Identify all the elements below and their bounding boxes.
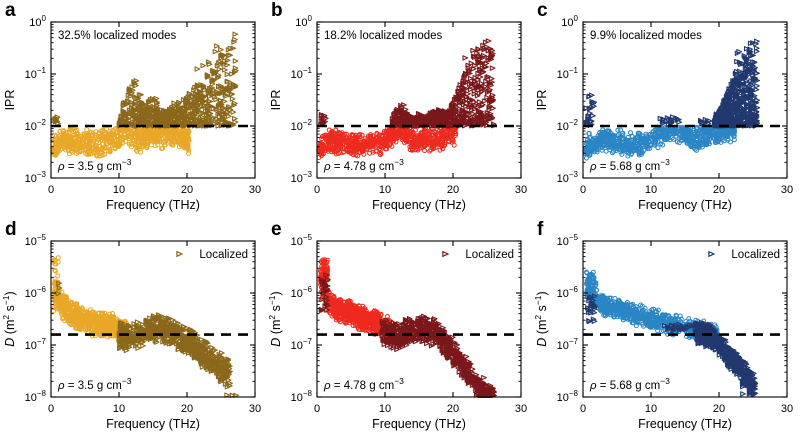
svg-text:ρ = 4.78 g cm−3: ρ = 4.78 g cm−3 xyxy=(323,376,404,392)
svg-text:30: 30 xyxy=(515,403,527,415)
svg-text:10−2: 10−2 xyxy=(557,118,579,133)
svg-text:Frequency (THz): Frequency (THz) xyxy=(638,417,732,431)
svg-text:10−2: 10−2 xyxy=(25,118,47,133)
svg-text:10−7: 10−7 xyxy=(557,337,579,352)
panel-letter-a: a xyxy=(5,0,16,21)
svg-text:10: 10 xyxy=(113,403,125,415)
panel-letter-e: e xyxy=(271,219,282,240)
svg-text:100: 100 xyxy=(29,14,46,29)
svg-text:Localized: Localized xyxy=(465,249,514,261)
panel-d: d 0 10 20 30 10−8 10−7 10−6 10−5 Frequency (THz)… xyxy=(0,219,267,439)
svg-text:20: 20 xyxy=(181,403,193,415)
svg-text:30: 30 xyxy=(249,403,261,415)
svg-text:0: 0 xyxy=(580,403,586,415)
chart-d-diffusivity: 0 10 20 30 10−8 10−7 10−6 10−5 Frequency (THz) D … xyxy=(1,233,261,431)
svg-text:0: 0 xyxy=(314,184,320,196)
svg-text:D (m2 s−1): D (m2 s−1) xyxy=(533,291,549,346)
svg-text:10−1: 10−1 xyxy=(291,66,313,81)
svg-text:18.2% localized modes: 18.2% localized modes xyxy=(324,30,443,42)
svg-text:20: 20 xyxy=(447,184,459,196)
chart-e-diffusivity: 0 10 20 30 10−8 10−7 10−6 10−5 Frequency (THz) D … xyxy=(267,233,527,431)
svg-text:ρ = 5.68 g cm−3: ρ = 5.68 g cm−3 xyxy=(589,157,670,173)
svg-text:10−6: 10−6 xyxy=(557,285,579,300)
svg-text:10−2: 10−2 xyxy=(291,118,313,133)
svg-text:D (m2 s−1): D (m2 s−1) xyxy=(1,291,17,346)
svg-text:10−7: 10−7 xyxy=(25,337,47,352)
svg-text:10−3: 10−3 xyxy=(25,170,47,185)
svg-text:10: 10 xyxy=(645,403,657,415)
chart-c-ipr: 0 10 20 30 10−3 10−2 10−1 100 Frequency (THz) IPR… xyxy=(535,14,793,212)
svg-text:10−8: 10−8 xyxy=(557,389,579,404)
svg-text:30: 30 xyxy=(781,184,793,196)
svg-text:30: 30 xyxy=(781,403,793,415)
svg-text:100: 100 xyxy=(295,14,312,29)
panel-b: b 0 10 20 30 10−3 10−2 10−1 100 Frequency (THz) I… xyxy=(266,0,533,220)
svg-text:10−6: 10−6 xyxy=(25,285,47,300)
svg-text:10−1: 10−1 xyxy=(25,66,47,81)
svg-text:Frequency (THz): Frequency (THz) xyxy=(372,417,466,431)
panel-letter-b: b xyxy=(271,0,283,21)
svg-text:ρ = 3.5 g cm−3: ρ = 3.5 g cm−3 xyxy=(57,376,132,392)
svg-text:0: 0 xyxy=(314,403,320,415)
svg-text:30: 30 xyxy=(249,184,261,196)
svg-text:Localized: Localized xyxy=(199,249,248,261)
svg-text:20: 20 xyxy=(447,403,459,415)
svg-text:20: 20 xyxy=(713,184,725,196)
svg-text:10−7: 10−7 xyxy=(291,337,313,352)
svg-text:IPR: IPR xyxy=(269,90,283,111)
svg-text:10: 10 xyxy=(379,184,391,196)
svg-text:10: 10 xyxy=(645,184,657,196)
svg-text:10−5: 10−5 xyxy=(25,233,47,248)
svg-text:9.9% localized modes: 9.9% localized modes xyxy=(590,30,702,42)
svg-text:10: 10 xyxy=(113,184,125,196)
svg-text:ρ = 5.68 g cm−3: ρ = 5.68 g cm−3 xyxy=(589,376,670,392)
svg-text:IPR: IPR xyxy=(3,90,17,111)
svg-text:Frequency (THz): Frequency (THz) xyxy=(106,417,200,431)
svg-text:100: 100 xyxy=(561,14,578,29)
svg-text:10−8: 10−8 xyxy=(25,389,47,404)
panel-e: e 0 10 20 30 10−8 10−7 10−6 10−5 Frequency (THz)… xyxy=(266,219,533,439)
svg-text:10−5: 10−5 xyxy=(291,233,313,248)
svg-text:32.5% localized modes: 32.5% localized modes xyxy=(58,30,177,42)
svg-text:0: 0 xyxy=(48,403,54,415)
chart-f-diffusivity: 0 10 20 30 10−8 10−7 10−6 10−5 Frequency (THz) D … xyxy=(533,233,793,431)
svg-text:30: 30 xyxy=(515,184,527,196)
svg-text:10−1: 10−1 xyxy=(557,66,579,81)
svg-text:ρ = 3.5 g cm−3: ρ = 3.5 g cm−3 xyxy=(57,157,132,173)
svg-text:Frequency (THz): Frequency (THz) xyxy=(106,198,200,212)
svg-text:10: 10 xyxy=(379,403,391,415)
panel-letter-c: c xyxy=(537,0,548,21)
svg-text:0: 0 xyxy=(48,184,54,196)
svg-text:10−3: 10−3 xyxy=(291,170,313,185)
svg-text:10−5: 10−5 xyxy=(557,233,579,248)
svg-text:D (m2 s−1): D (m2 s−1) xyxy=(267,291,283,346)
panel-c: c 0 10 20 30 10−3 10−2 10−1 100 Frequency (THz) I… xyxy=(532,0,799,220)
svg-text:10−3: 10−3 xyxy=(557,170,579,185)
svg-text:Frequency (THz): Frequency (THz) xyxy=(372,198,466,212)
panel-letter-f: f xyxy=(537,219,544,240)
chart-b-ipr: 0 10 20 30 10−3 10−2 10−1 100 Frequency (THz) IPR… xyxy=(269,14,527,212)
svg-text:10−8: 10−8 xyxy=(291,389,313,404)
svg-text:IPR: IPR xyxy=(535,90,549,111)
svg-text:0: 0 xyxy=(580,184,586,196)
panel-a: a 0 10 20 30 10−3 10−2 10−1 100 Frequency (THz) I… xyxy=(0,0,267,220)
chart-a-ipr: 0 10 20 30 10−3 10−2 10−1 100 Frequency (THz) IPR… xyxy=(3,14,261,212)
svg-text:10−6: 10−6 xyxy=(291,285,313,300)
svg-text:ρ = 4.78 g cm−3: ρ = 4.78 g cm−3 xyxy=(323,157,404,173)
svg-text:20: 20 xyxy=(181,184,193,196)
svg-text:Frequency (THz): Frequency (THz) xyxy=(638,198,732,212)
svg-text:Localized: Localized xyxy=(731,249,780,261)
panel-f: f 0 10 20 30 10−8 10−7 10−6 10−5 Frequency (THz)… xyxy=(532,219,799,439)
panel-letter-d: d xyxy=(5,219,17,240)
svg-text:20: 20 xyxy=(713,403,725,415)
